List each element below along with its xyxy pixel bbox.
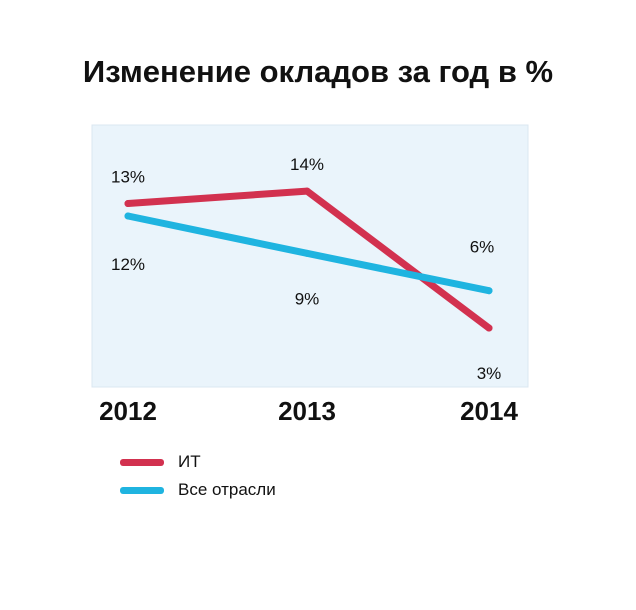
legend-label-it: ИТ	[178, 452, 201, 471]
x-axis-ticks: 2012 2013 2014	[99, 396, 518, 426]
legend-label-all-industries: Все отрасли	[178, 480, 276, 499]
data-label-it-2012: 13%	[111, 168, 145, 187]
data-point-it-2013	[303, 187, 311, 195]
data-label-layer: 13% 14% 3% 12% 9% 6%	[111, 155, 501, 383]
data-point-all-industries-2013	[303, 249, 311, 257]
data-label-it-2013: 14%	[290, 155, 324, 174]
data-label-it-2014: 3%	[477, 364, 502, 383]
data-label-all-industries-2013: 9%	[295, 289, 320, 308]
legend-swatch-it	[120, 458, 164, 466]
data-point-it-2014	[485, 324, 493, 332]
x-tick-label-2014: 2014	[460, 396, 518, 426]
data-point-all-industries-2014	[485, 287, 493, 295]
data-label-all-industries-2012: 12%	[111, 255, 145, 274]
legend-item-all-industries: Все отрасли	[120, 476, 276, 504]
legend-swatch-all-industries	[120, 486, 164, 494]
data-label-all-industries-2014: 6%	[470, 238, 495, 257]
legend-item-it: ИТ	[120, 448, 276, 476]
legend: ИТ Все отрасли	[120, 448, 276, 504]
chart-title: Изменение окладов за год в %	[82, 54, 554, 89]
x-tick-label-2012: 2012	[99, 396, 157, 426]
x-tick-label-2013: 2013	[278, 396, 336, 426]
data-point-it-2012	[124, 200, 132, 208]
data-point-all-industries-2012	[124, 212, 132, 220]
series-layer	[124, 187, 493, 332]
